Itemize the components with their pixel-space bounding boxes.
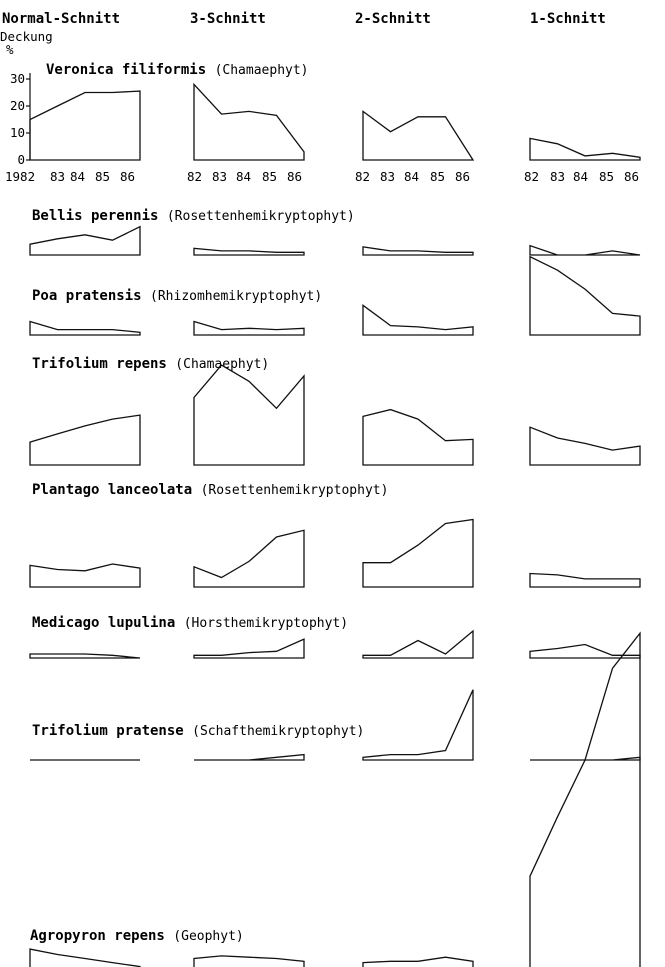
species-name: Trifolium pratense (32, 723, 192, 739)
species-label: Trifolium repens (Chamaephyt) (32, 356, 269, 372)
series-panel-1 (29, 653, 141, 659)
series-panel-4 (529, 572, 641, 588)
x-tick-label: 85 (430, 169, 445, 184)
x-tick-label: 83 (212, 169, 227, 184)
series-panel-3 (362, 956, 474, 967)
species-label: Medicago lupulina (Horsthemikryptophyt) (32, 615, 348, 631)
series-panel-2 (194, 753, 305, 761)
species-life-form: (Horsthemikryptophyt) (184, 616, 348, 631)
series-panel-1 (29, 563, 141, 588)
series-panel-4 (529, 255, 641, 336)
x-tick-label: 83 (380, 169, 395, 184)
species-label: Trifolium pratense (Schafthemikryptophyt… (32, 723, 364, 739)
series-panel-1 (29, 320, 141, 336)
x-tick-label: 83 (50, 169, 65, 184)
x-tick-label: 85 (599, 169, 614, 184)
species-name: Trifolium repens (32, 356, 175, 372)
y-axis-label: Deckung (0, 29, 53, 44)
species-name: Plantago lanceolata (32, 482, 201, 498)
series-panel-3 (362, 629, 474, 659)
species-life-form: (Chamaephyt) (215, 63, 309, 78)
x-tick-label: 1982 (5, 169, 35, 184)
species-label: Plantago lanceolata (Rosettenhemikryptop… (32, 482, 388, 498)
species-label: Veronica filiformis (Chamaephyt) (46, 62, 309, 78)
x-tick-label: 85 (95, 169, 110, 184)
species-name: Veronica filiformis (46, 62, 215, 78)
series-panel-2 (193, 247, 305, 256)
y-tick-label: 0 (17, 152, 25, 167)
series-panel-4 (529, 137, 641, 161)
column-header-4: 1-Schnitt (530, 11, 606, 27)
x-tick-label: 86 (120, 169, 135, 184)
species-life-form: (Chamaephyt) (175, 357, 269, 372)
species-life-form: (Rosettenhemikryptophyt) (201, 483, 389, 498)
column-header-1: Normal-Schnitt (2, 11, 120, 27)
x-tick-label: 84 (236, 169, 251, 184)
series-panel-4 (529, 244, 641, 256)
series-panel-2 (193, 638, 305, 659)
series-panel-4 (529, 643, 641, 659)
series-panel-2 (193, 364, 305, 466)
species-name: Poa pratensis (32, 288, 150, 304)
species-label: Poa pratensis (Rhizomhemikryptophyt) (32, 288, 322, 304)
y-tick-label: 30 (10, 71, 25, 86)
column-header-2: 3-Schnitt (190, 11, 266, 27)
x-tick-label: 84 (573, 169, 588, 184)
species-life-form: (Rhizomhemikryptophyt) (150, 289, 322, 304)
species-life-form: (Rosettenhemikryptophyt) (167, 209, 355, 224)
x-tick-label: 84 (70, 169, 85, 184)
series-panel-2 (193, 955, 305, 967)
series-panel-3 (362, 110, 475, 161)
x-tick-label: 86 (455, 169, 470, 184)
y-tick-label: 20 (10, 98, 25, 113)
x-tick-label: 82 (355, 169, 370, 184)
y-tick-label: 10 (10, 125, 25, 140)
species-name: Agropyron repens (30, 928, 173, 944)
series-panel-2 (193, 82, 305, 161)
species-name: Medicago lupulina (32, 615, 184, 631)
x-tick-label: 85 (262, 169, 277, 184)
series-panel-3 (362, 689, 474, 761)
species-label: Agropyron repens (Geophyt) (30, 928, 244, 944)
x-tick-label: 86 (287, 169, 302, 184)
series-panel-4 (529, 631, 641, 967)
x-tick-label: 84 (404, 169, 419, 184)
series-panel-1 (29, 225, 141, 256)
column-header-3: 2-Schnitt (355, 11, 431, 27)
species-name: Bellis perennis (32, 208, 167, 224)
series-panel-3 (362, 518, 474, 588)
species-life-form: (Geophyt) (173, 929, 243, 944)
species-label: Bellis perennis (Rosettenhemikryptophyt) (32, 208, 355, 224)
y-axis-unit: % (6, 42, 14, 57)
x-tick-label: 86 (624, 169, 639, 184)
series-panel-3 (362, 304, 474, 336)
x-tick-label: 83 (550, 169, 565, 184)
series-panel-2 (193, 320, 305, 336)
series-panel-3 (362, 408, 474, 466)
series-panel-2 (193, 529, 305, 588)
species-life-form: (Schafthemikryptophyt) (192, 724, 364, 739)
series-panel-4 (529, 426, 641, 466)
series-panel-1 (29, 948, 141, 967)
x-tick-label: 82 (187, 169, 202, 184)
series-panel-3 (362, 246, 474, 256)
series-panel-1 (29, 414, 141, 466)
x-tick-label: 82 (524, 169, 539, 184)
series-panel-1 (29, 90, 141, 161)
